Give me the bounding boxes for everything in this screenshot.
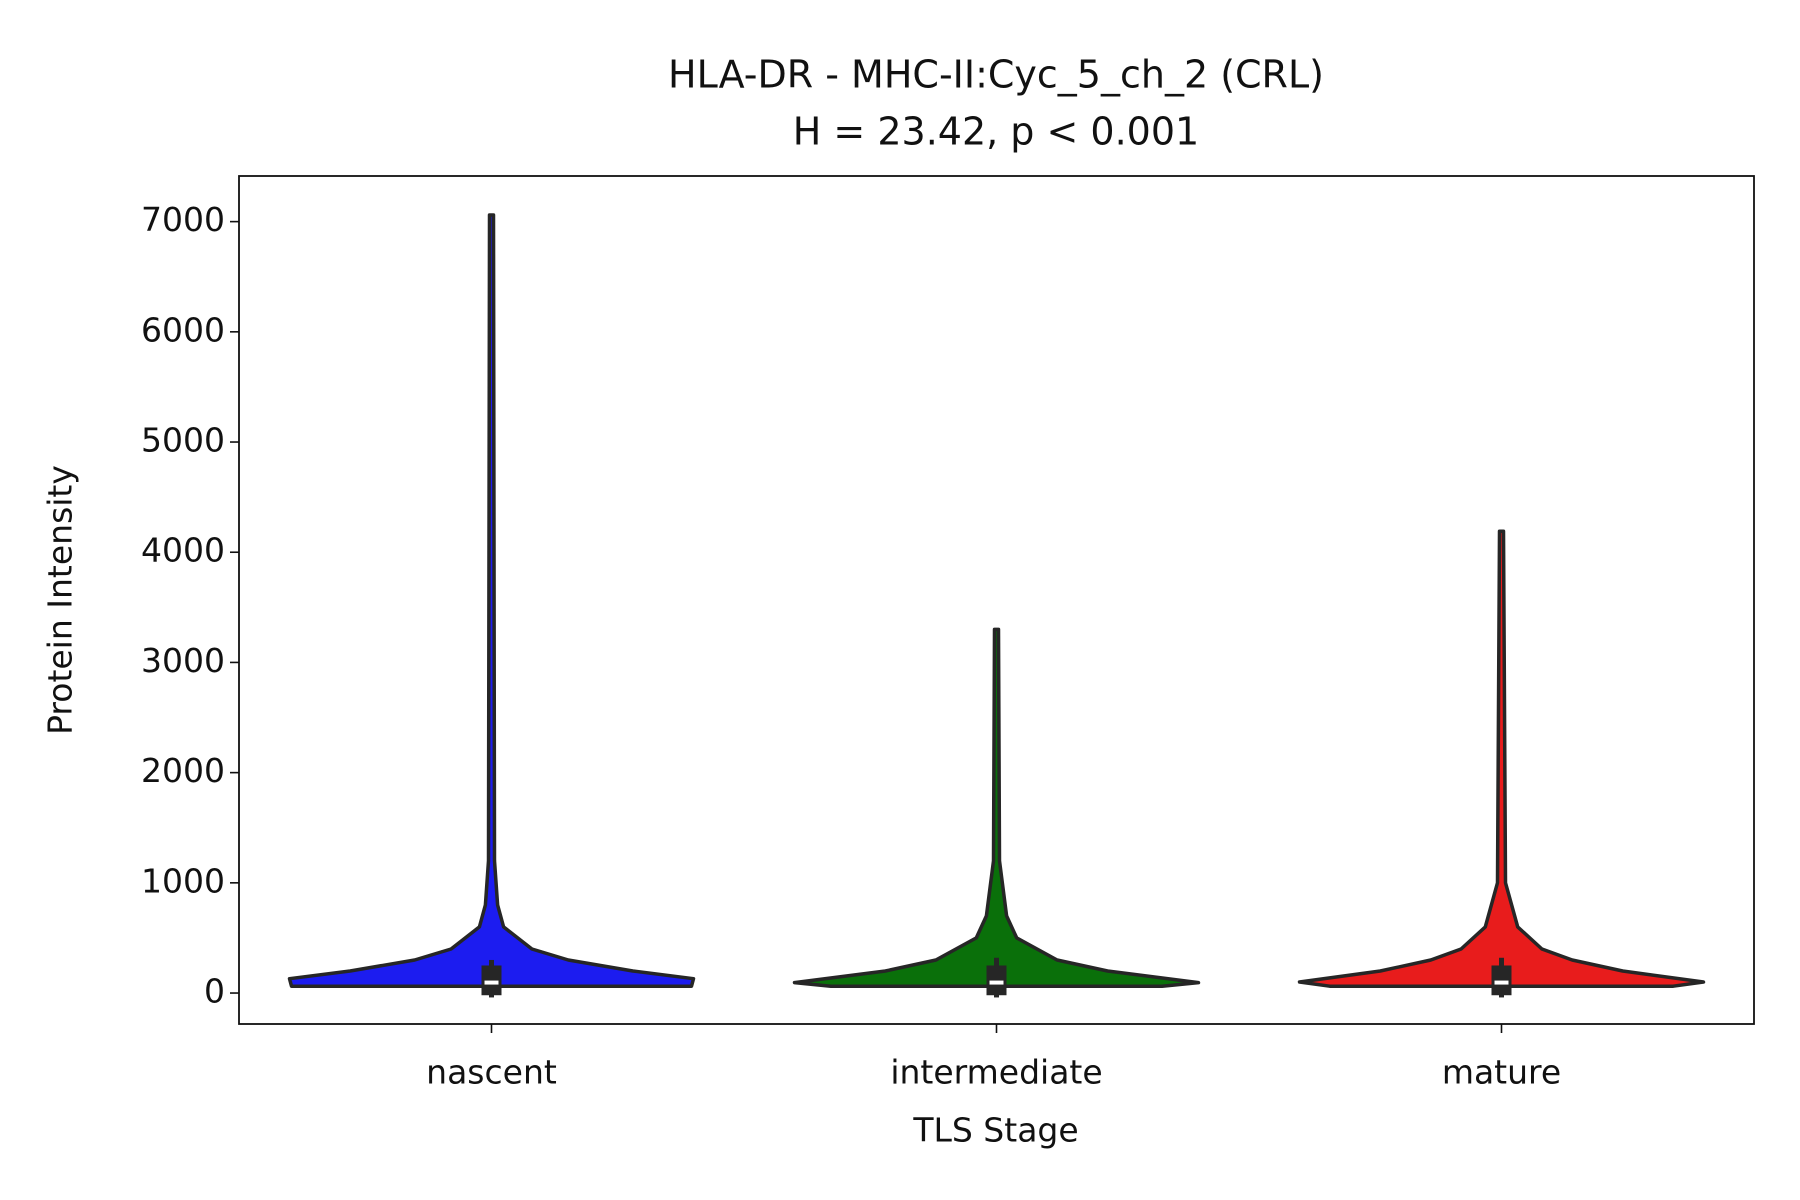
y-tick-label: 0 — [204, 972, 225, 1011]
chart-subtitle: H = 23.42, p < 0.001 — [793, 110, 1199, 154]
violin — [1297, 529, 1706, 988]
y-tick-label: 1000 — [141, 861, 225, 900]
y-tick-label: 2000 — [141, 751, 225, 790]
y-axis-label: Protein Intensity — [41, 465, 80, 735]
chart-title: HLA-DR - MHC-II:Cyc_5_ch_2 (CRL) — [668, 53, 1324, 97]
box — [481, 965, 502, 996]
violin — [287, 213, 696, 988]
x-tick-label: mature — [1442, 1053, 1561, 1092]
box — [986, 965, 1007, 996]
y-tick-label: 3000 — [141, 641, 225, 680]
x-tick-label: nascent — [426, 1053, 557, 1092]
plot-frame — [238, 175, 1755, 1025]
x-axis-label: TLS Stage — [912, 1111, 1078, 1150]
x-tick-label: intermediate — [890, 1053, 1102, 1092]
box — [1491, 965, 1512, 996]
y-tick-label: 4000 — [141, 531, 225, 570]
violin — [792, 627, 1201, 988]
y-tick-label: 5000 — [141, 421, 225, 460]
y-tick-label: 6000 — [141, 310, 225, 349]
y-tick-label: 7000 — [141, 200, 225, 239]
